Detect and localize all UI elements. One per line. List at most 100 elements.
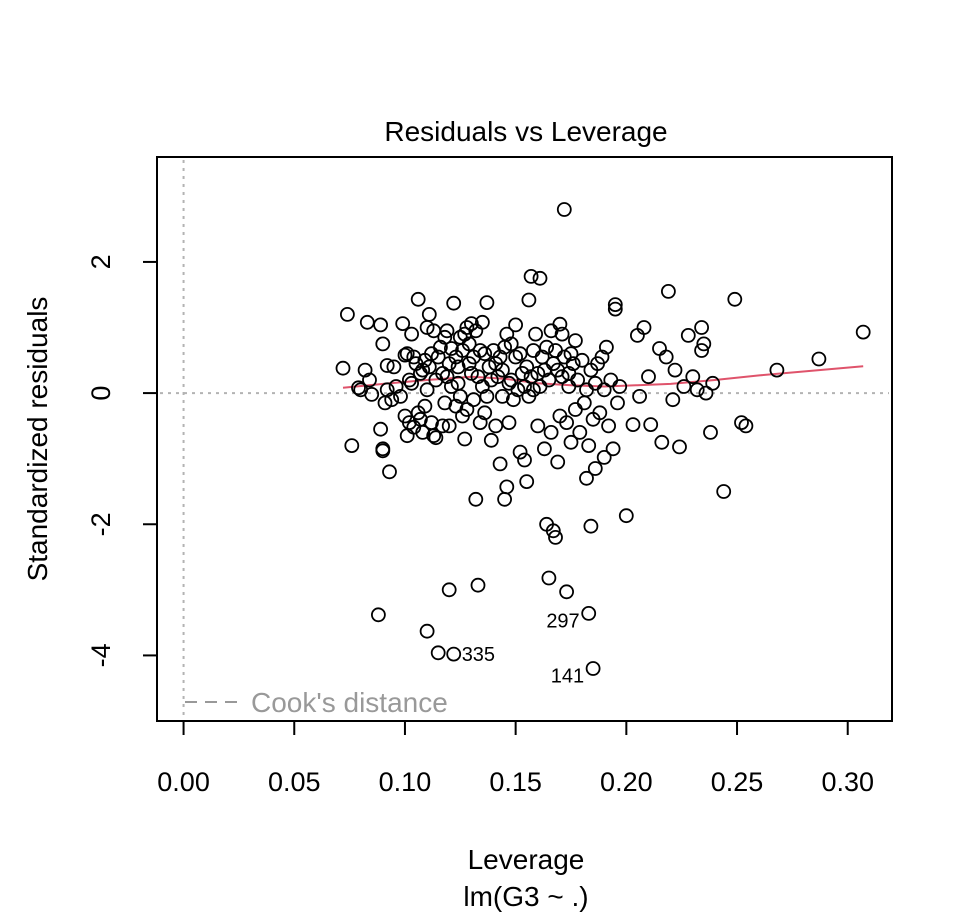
reference-lines [160,160,889,718]
data-point [738,418,754,434]
data-point [574,352,590,368]
plot-frame [156,156,893,722]
data-point [667,362,683,378]
data-point [470,577,486,593]
data-point [630,327,645,343]
data-point [548,530,563,545]
data-point [652,341,667,356]
data-point [705,375,721,391]
data-point [521,292,537,308]
data-point [430,645,446,661]
x-tick-label: 0.00 [157,767,210,797]
data-point [419,382,435,398]
chart-title: Residuals vs Leverage [384,116,667,147]
data-point [494,388,510,404]
data-point [632,388,647,404]
data-point [548,343,563,358]
data-point [537,441,552,457]
x-axis: 0.00 0.05 0.10 0.15 0.20 0.25 0.30 [157,720,874,797]
data-point [417,398,433,414]
data-point [545,523,561,539]
data-point [479,388,495,404]
data-point [568,402,583,417]
data-point [698,385,714,401]
data-point [401,415,417,431]
y-tick-label: 2 [86,254,116,269]
y-tick-label: -4 [86,643,116,667]
y-tick-label: 0 [86,386,116,401]
data-point [503,336,519,352]
data-point [685,369,701,385]
data-point [570,372,585,388]
point-labels-layer: 297 335 141 [462,610,584,687]
data-point [335,360,351,376]
data-point [769,362,785,378]
data-point [415,424,431,440]
point-label: 297 [546,610,579,632]
data-point [410,291,426,307]
x-tick-label: 0.15 [489,767,542,797]
data-point [541,372,557,388]
data-point [734,415,749,431]
data-point [559,415,574,431]
data-point [568,333,583,349]
data-point [430,349,446,365]
data-point [459,320,475,335]
data-point [379,358,395,373]
data-point [587,375,603,391]
data-point [477,405,493,421]
data-point [579,470,594,486]
data-point [610,395,625,411]
data-point [526,343,541,358]
data-point [596,449,612,465]
data-point [528,326,543,342]
data-point [419,623,435,639]
data-point [470,369,486,385]
data-point [696,336,712,352]
data-point [404,375,420,391]
data-point [441,418,457,434]
x-axis-sublabel: lm(G3 ~ .) [463,881,588,912]
data-point [676,379,692,394]
x-tick-label: 0.10 [379,767,432,797]
y-axis: 2 0 -2 -4 [86,254,158,667]
data-point [461,336,477,352]
data-point [503,372,519,388]
x-tick-label: 0.25 [711,767,764,797]
data-point [643,417,659,433]
data-point [452,388,468,404]
data-point [517,452,532,468]
point-label: 335 [462,644,495,666]
data-point [466,392,482,408]
data-point [443,341,459,356]
point-label: 141 [551,666,584,688]
data-point [559,584,574,600]
data-point [583,518,599,534]
data-point [399,428,415,444]
data-point [694,320,709,335]
data-point [382,464,397,480]
x-tick-label: 0.05 [268,767,321,797]
data-point [811,351,827,367]
data-point [479,295,495,311]
data-point [446,295,462,311]
data-point [554,369,570,385]
data-point [457,431,473,447]
data-point [384,392,400,408]
data-point [512,444,528,460]
data-point [665,392,681,408]
data-point [592,405,608,421]
data-point [550,454,566,470]
smoother-layer [342,365,864,389]
data-point [499,479,515,495]
data-point [404,326,420,342]
data-point [703,424,718,440]
data-point [599,339,614,355]
data-point [554,326,570,342]
data-point [641,369,656,385]
data-point [375,336,391,352]
data-point [357,362,373,378]
x-tick-label: 0.30 [821,767,874,797]
x-axis-label: Leverage [468,844,585,875]
data-point [499,326,515,342]
